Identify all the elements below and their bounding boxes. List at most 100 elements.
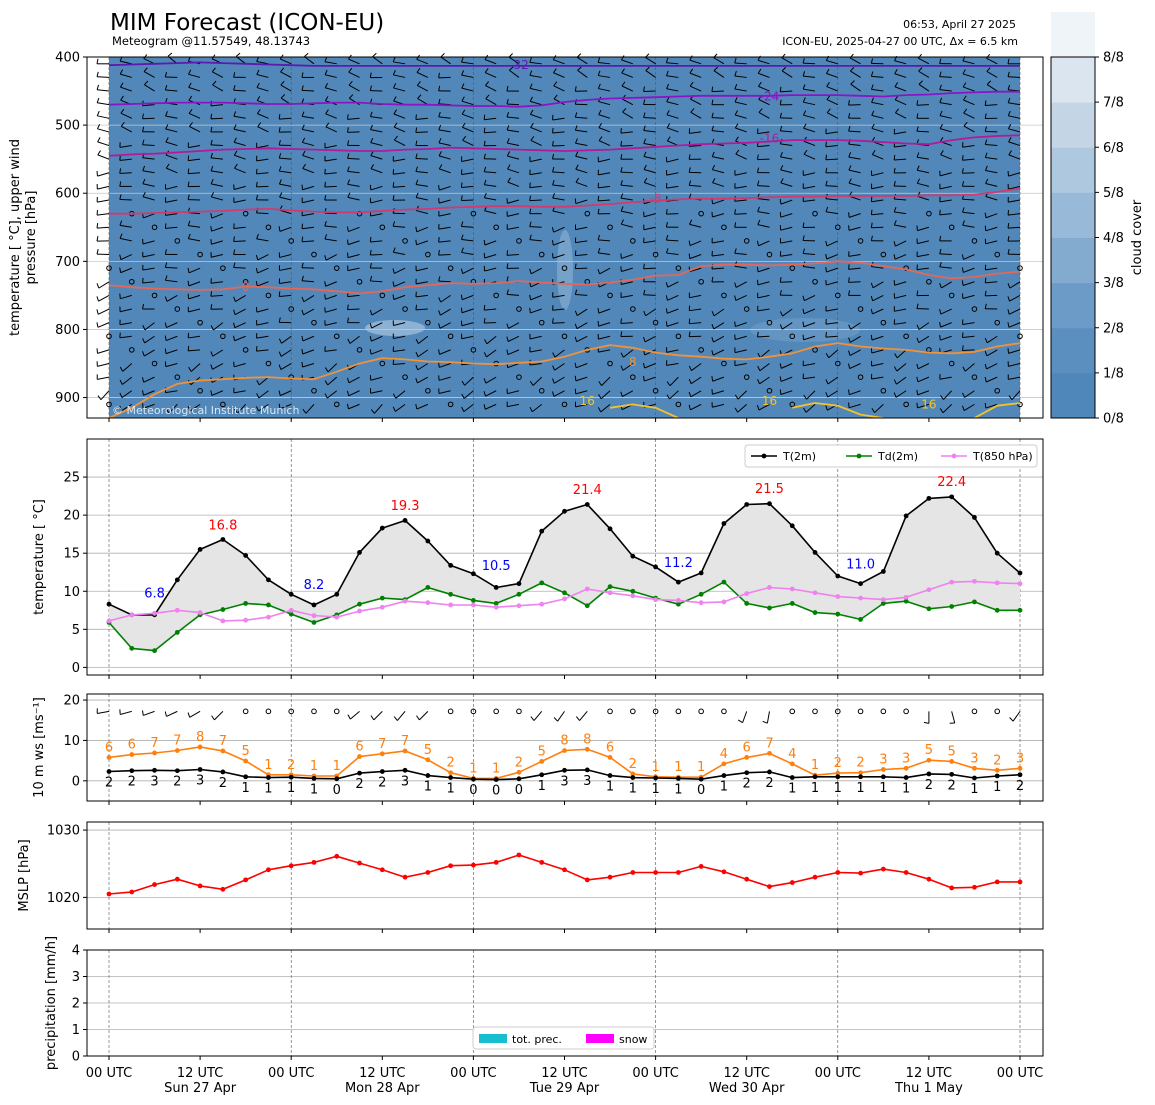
upper-wind-barb <box>848 254 861 257</box>
upper-wind-barb <box>620 131 633 134</box>
upper-wind-barb <box>507 403 520 408</box>
colorbar-tick-label: 1/8 <box>1103 366 1124 381</box>
upper-wind-barb <box>554 349 565 358</box>
upper-wind-barb <box>758 72 770 78</box>
upper-wind-barb-flag <box>962 366 966 372</box>
upper-wind-barb-flag <box>620 391 623 397</box>
upper-wind-barb-flag <box>916 389 919 395</box>
upper-wind-barb-flag <box>210 325 214 331</box>
upper-wind-calm <box>880 387 887 394</box>
upper-wind-barb <box>940 335 952 341</box>
temperature-y-tick-label: 20 <box>63 509 80 524</box>
upper-wind-barb <box>415 294 428 298</box>
upper-wind-barb-flag <box>438 137 442 144</box>
upper-wind-calm <box>379 360 386 367</box>
colorbar-tick-label: 3/8 <box>1103 276 1124 291</box>
upper-wind-barb <box>324 212 337 215</box>
upper-wind-barb-flag <box>848 152 852 158</box>
wind-series-1-point <box>903 775 909 780</box>
upper-wind-barb <box>438 240 451 243</box>
upper-wind-barb-flag <box>986 54 991 59</box>
upper-wind-barb <box>964 363 975 372</box>
upper-wind-barb <box>896 376 907 385</box>
upper-wind-barb <box>803 127 816 133</box>
series-1-point <box>562 590 567 596</box>
series-2-point <box>516 603 522 609</box>
upper-wind-barb-flag <box>734 97 738 103</box>
upper-wind-barb-flag <box>643 336 646 343</box>
upper-wind-barb-flag <box>415 304 418 310</box>
series-0-point <box>972 515 977 520</box>
isotherm-label: -8 <box>650 192 662 206</box>
upper-wind-barb-flag <box>301 296 305 302</box>
upper-wind-barb <box>871 199 884 203</box>
upper-wind-barb-flag <box>280 80 285 86</box>
upper-wind-barb-flag <box>622 108 627 113</box>
upper-wind-calm <box>174 306 181 312</box>
series-1-point <box>812 610 818 615</box>
upper-wind-barb <box>917 363 930 370</box>
series-0-point <box>197 546 203 552</box>
upper-wind-barb <box>871 172 884 177</box>
surface-wind-calm <box>698 708 704 715</box>
upper-wind-barb-flag <box>870 58 874 64</box>
upper-wind-barb <box>871 363 884 367</box>
upper-wind-barb-flag <box>780 151 783 158</box>
upper-wind-barb-flag <box>848 290 851 296</box>
upper-wind-barb-flag <box>984 126 987 132</box>
upper-wind-barb <box>621 98 634 106</box>
upper-wind-barb <box>256 308 269 313</box>
upper-wind-barb <box>302 128 315 133</box>
upper-wind-barb <box>165 335 178 342</box>
upper-wind-barb <box>484 171 497 174</box>
upper-wind-barb-flag <box>666 394 671 400</box>
upper-wind-calm <box>561 333 568 340</box>
upper-wind-barb <box>529 199 542 202</box>
upper-wind-calm <box>652 251 659 258</box>
upper-wind-barb-flag <box>210 152 213 159</box>
upper-wind-barb <box>188 349 201 352</box>
upper-wind-barb <box>529 158 542 163</box>
upper-wind-barb <box>324 322 337 326</box>
upper-wind-barb-flag <box>916 303 919 309</box>
upper-wind-barb <box>256 212 269 215</box>
speed-label: 1 <box>902 782 910 797</box>
upper-wind-barb <box>235 294 246 303</box>
upper-wind-barb-flag <box>529 307 531 313</box>
upper-wind-barb-flag <box>870 295 874 301</box>
series-1-point <box>880 601 886 606</box>
upper-wind-barb <box>780 213 793 218</box>
upper-air-y-label-line: temperature [ °C], upper wind <box>8 139 23 336</box>
upper-wind-barb <box>962 73 975 78</box>
speed-label: 1 <box>651 782 659 797</box>
gust-label: 2 <box>287 758 295 773</box>
upper-wind-barb <box>552 294 565 298</box>
upper-wind-calm <box>903 265 909 271</box>
upper-wind-barb-flag <box>802 235 805 241</box>
upper-wind-barb <box>871 127 884 133</box>
series-2-point <box>152 610 157 616</box>
upper-wind-calm <box>675 333 682 340</box>
upper-wind-calm <box>288 238 295 244</box>
upper-wind-barb <box>985 240 998 245</box>
upper-wind-barb <box>962 294 975 299</box>
upper-wind-barb-flag <box>986 80 992 85</box>
upper-wind-barb <box>347 196 360 201</box>
upper-wind-barb <box>168 404 178 414</box>
mslp-series-point <box>698 864 704 869</box>
series-0-point <box>584 502 590 507</box>
upper-wind-barb <box>939 253 952 256</box>
upper-wind-barb-flag <box>916 363 919 369</box>
upper-wind-barb <box>666 158 679 163</box>
upper-wind-barb <box>484 59 497 65</box>
upper-wind-barb <box>735 322 747 328</box>
upper-wind-barb-flag <box>304 52 309 57</box>
upper-wind-barb-flag <box>347 127 349 133</box>
upper-wind-calm <box>835 224 841 231</box>
wind-series-1-point <box>311 775 317 781</box>
upper-wind-barb <box>781 363 793 369</box>
upper-wind-barb-flag <box>1007 58 1010 64</box>
upper-wind-calm <box>493 224 499 231</box>
colorbar-band <box>1051 282 1095 329</box>
